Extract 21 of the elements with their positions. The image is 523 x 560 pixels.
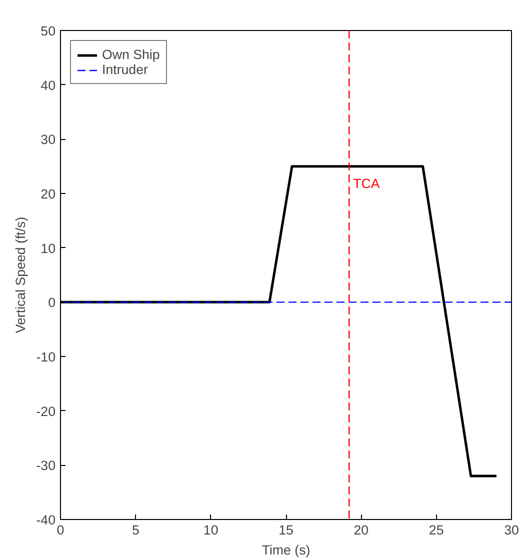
y-tick-label: -10 [36,350,56,364]
x-tick-label: 20 [354,522,369,538]
y-tick-label: 20 [40,186,56,202]
legend-label: Intruder [102,62,148,77]
x-tick-label: 5 [132,522,140,538]
y-tick-label: -40 [36,512,56,528]
y-tick-label: 40 [40,78,56,93]
y-tick-label: -30 [36,458,56,474]
y-tick-label: 0 [48,295,56,310]
x-tick-label: 15 [278,522,294,538]
x-axis-title: Time (s) [262,542,310,558]
x-tick-label: 25 [428,522,444,538]
x-tick-label: 10 [203,522,218,538]
y-tick-label: 10 [40,240,56,256]
ref-line-label: TCA [353,176,380,192]
y-tick-label: 50 [40,24,56,38]
y-axis-title: Vertical Speed (ft/s) [13,216,28,334]
y-tick-label: 30 [40,132,56,148]
x-tick-label: 30 [504,522,519,538]
y-tick-label: -20 [36,404,56,419]
legend-label: Own Ship [102,47,160,62]
